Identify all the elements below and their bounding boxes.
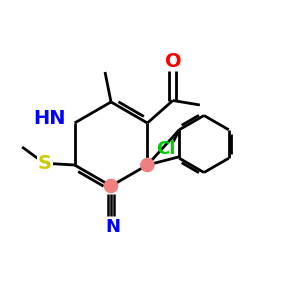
Text: S: S xyxy=(38,154,52,173)
Circle shape xyxy=(104,179,118,193)
Text: O: O xyxy=(165,52,181,71)
Circle shape xyxy=(141,158,154,172)
Text: HN: HN xyxy=(33,109,66,128)
Text: Cl: Cl xyxy=(156,140,176,158)
Text: N: N xyxy=(105,218,120,236)
